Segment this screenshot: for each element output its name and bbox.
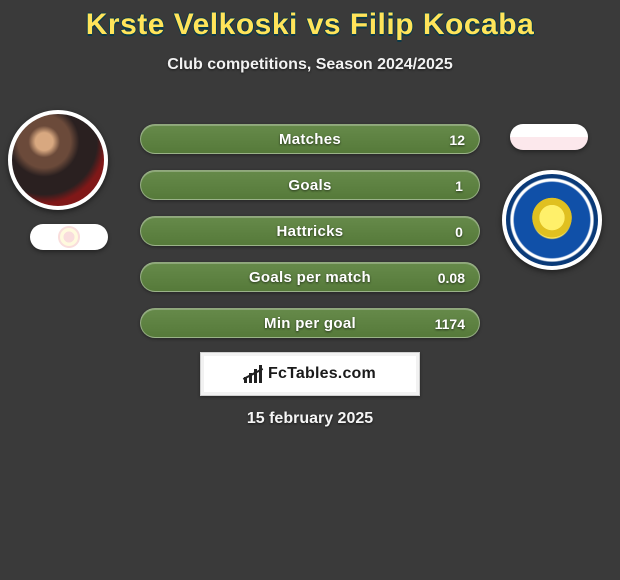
player-left-flag xyxy=(30,224,108,250)
stat-right-value: 12 xyxy=(437,125,477,153)
stat-row: Min per goal 1174 xyxy=(140,308,480,338)
stats-list: Matches 12 Goals 1 Hattricks 0 Goals per… xyxy=(140,124,480,354)
stat-right-value: 0 xyxy=(441,217,477,245)
player-right-crest xyxy=(502,170,602,270)
brand-box: FcTables.com xyxy=(200,352,420,396)
stat-right-value: 1174 xyxy=(423,309,477,337)
page-title: Krste Velkoski vs Filip Kocaba xyxy=(0,0,620,42)
page-subtitle: Club competitions, Season 2024/2025 xyxy=(0,56,620,74)
stat-right-value: 0.08 xyxy=(426,263,477,291)
brand-text: FcTables.com xyxy=(268,365,376,383)
stat-label: Hattricks xyxy=(141,217,479,245)
date-text: 15 february 2025 xyxy=(0,410,620,428)
stat-label: Goals xyxy=(141,171,479,199)
brand-bars-icon xyxy=(244,365,262,383)
stat-right-value: 1 xyxy=(441,171,477,199)
player-left-avatar xyxy=(8,110,108,210)
stat-row: Goals per match 0.08 xyxy=(140,262,480,292)
stat-row: Goals 1 xyxy=(140,170,480,200)
stat-row: Hattricks 0 xyxy=(140,216,480,246)
comparison-infographic: Krste Velkoski vs Filip Kocaba Club comp… xyxy=(0,0,620,580)
player-right-flag xyxy=(510,124,588,150)
stat-label: Matches xyxy=(141,125,479,153)
stat-row: Matches 12 xyxy=(140,124,480,154)
